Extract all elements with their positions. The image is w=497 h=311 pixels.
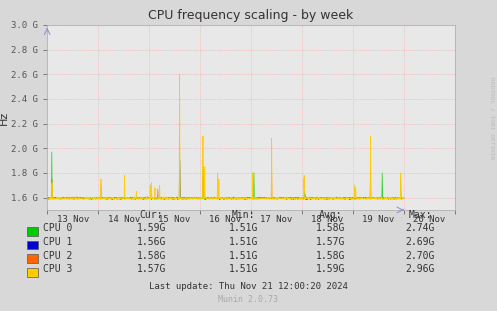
Text: 1.58G: 1.58G — [137, 251, 166, 261]
Text: CPU 1: CPU 1 — [43, 237, 73, 247]
Text: Cur:: Cur: — [140, 210, 164, 220]
Text: 1.59G: 1.59G — [316, 264, 345, 274]
Text: 1.51G: 1.51G — [229, 237, 258, 247]
Text: Max:: Max: — [408, 210, 432, 220]
Text: RRDTOOL / TOBI OETIKER: RRDTOOL / TOBI OETIKER — [490, 77, 495, 160]
Text: 1.57G: 1.57G — [137, 264, 166, 274]
Text: Last update: Thu Nov 21 12:00:20 2024: Last update: Thu Nov 21 12:00:20 2024 — [149, 281, 348, 290]
Text: 2.74G: 2.74G — [405, 223, 435, 233]
Text: 1.58G: 1.58G — [316, 251, 345, 261]
Text: 1.59G: 1.59G — [137, 223, 166, 233]
Text: 2.69G: 2.69G — [405, 237, 435, 247]
Text: Avg:: Avg: — [319, 210, 342, 220]
Text: Munin 2.0.73: Munin 2.0.73 — [219, 295, 278, 304]
Text: Min:: Min: — [232, 210, 255, 220]
Text: 1.51G: 1.51G — [229, 251, 258, 261]
Text: 2.70G: 2.70G — [405, 251, 435, 261]
Text: CPU 0: CPU 0 — [43, 223, 73, 233]
Title: CPU frequency scaling - by week: CPU frequency scaling - by week — [149, 9, 353, 22]
Text: CPU 3: CPU 3 — [43, 264, 73, 274]
Text: 1.51G: 1.51G — [229, 223, 258, 233]
Text: CPU 2: CPU 2 — [43, 251, 73, 261]
Text: 1.57G: 1.57G — [316, 237, 345, 247]
Text: 1.51G: 1.51G — [229, 264, 258, 274]
Text: 1.56G: 1.56G — [137, 237, 166, 247]
Text: 2.96G: 2.96G — [405, 264, 435, 274]
Y-axis label: Hz: Hz — [0, 110, 8, 124]
Text: 1.58G: 1.58G — [316, 223, 345, 233]
